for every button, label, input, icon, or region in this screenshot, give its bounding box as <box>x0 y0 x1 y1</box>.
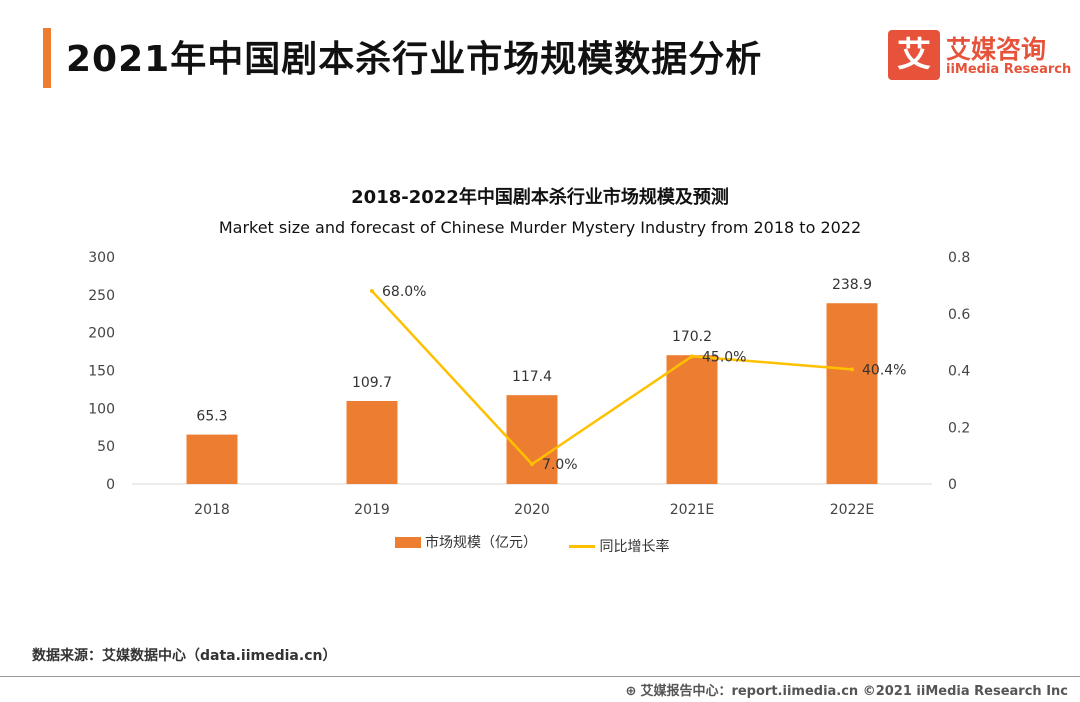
legend-bar-swatch <box>395 536 421 548</box>
legend-line-swatch <box>569 544 596 548</box>
y-left-tick-label: 50 <box>97 439 115 455</box>
globe-icon: ⊕ <box>625 684 637 699</box>
bar-data-label: 238.9 <box>832 277 872 293</box>
x-tick-label: 2018 <box>194 502 230 518</box>
y-right-tick-label: 0.4 <box>948 364 970 380</box>
growth-rate-label: 40.4% <box>862 362 906 378</box>
x-tick-label: 2020 <box>514 502 550 518</box>
growth-rate-label: 68.0% <box>382 284 426 300</box>
growth-rate-point <box>370 289 374 294</box>
bar-market-size <box>826 303 878 484</box>
x-tick-label: 2022E <box>830 502 874 518</box>
page-title: 2021年中国剧本杀行业市场规模数据分析 <box>66 39 763 80</box>
y-right-tick-label: 0.6 <box>948 307 970 323</box>
legend-item-growth-rate: 同比增长率 <box>569 536 669 556</box>
logo-name-en: iiMedia Research <box>946 62 1072 77</box>
footer-text: 艾媒报告中心：report.iimedia.cn ©2021 iiMedia R… <box>640 684 1068 699</box>
growth-rate-point <box>690 354 694 359</box>
growth-rate-point <box>530 462 534 467</box>
legend-label-growth-rate: 同比增长率 <box>599 539 670 555</box>
logo-mark: 艾 <box>888 30 940 80</box>
growth-rate-label: 7.0% <box>542 457 578 473</box>
growth-rate-line <box>371 290 853 466</box>
y-right-tick-label: 0.8 <box>948 250 970 266</box>
bar-market-size <box>506 395 558 484</box>
y-left-tick-label: 0 <box>106 477 115 493</box>
growth-rate-point <box>850 367 854 372</box>
chart-subtitle: Market size and forecast of Chinese Murd… <box>218 218 862 237</box>
chart-legend: 市场规模（亿元） 同比增长率 <box>395 532 697 555</box>
footer: ⊕ 艾媒报告中心：report.iimedia.cn ©2021 iiMedia … <box>626 680 1068 699</box>
footer-divider <box>0 676 1080 677</box>
x-tick-label: 2019 <box>354 502 390 518</box>
y-right-tick-label: 0 <box>948 477 957 493</box>
bar-data-label: 65.3 <box>196 409 227 425</box>
chart-title: 2018-2022年中国剧本杀行业市场规模及预测 <box>351 187 729 208</box>
bar-market-size <box>186 434 238 484</box>
bar-market-size <box>666 355 718 484</box>
title-accent-bar <box>43 28 51 88</box>
iimedia-logo: 艾 艾媒咨询 iiMedia Research <box>888 30 1072 84</box>
y-left-tick-label: 100 <box>88 401 115 417</box>
data-source: 数据来源：艾媒数据中心（data.iimedia.cn） <box>32 648 337 664</box>
bar-data-label: 170.2 <box>672 329 712 345</box>
y-left-tick-label: 250 <box>88 288 115 304</box>
logo-name-cn: 艾媒咨询 <box>946 35 1047 64</box>
bar-data-label: 117.4 <box>512 369 552 385</box>
y-left-tick-label: 200 <box>88 326 115 342</box>
y-left-tick-label: 300 <box>88 250 115 266</box>
legend-item-market-size: 市场规模（亿元） <box>395 532 537 552</box>
legend-label-market-size: 市场规模（亿元） <box>425 535 537 551</box>
growth-rate-label: 45.0% <box>702 349 746 365</box>
bar-market-size <box>346 400 398 484</box>
x-tick-label: 2021E <box>670 502 714 518</box>
y-left-tick-label: 150 <box>88 364 115 380</box>
y-right-tick-label: 0.2 <box>948 420 970 436</box>
bar-data-label: 109.7 <box>352 375 392 391</box>
